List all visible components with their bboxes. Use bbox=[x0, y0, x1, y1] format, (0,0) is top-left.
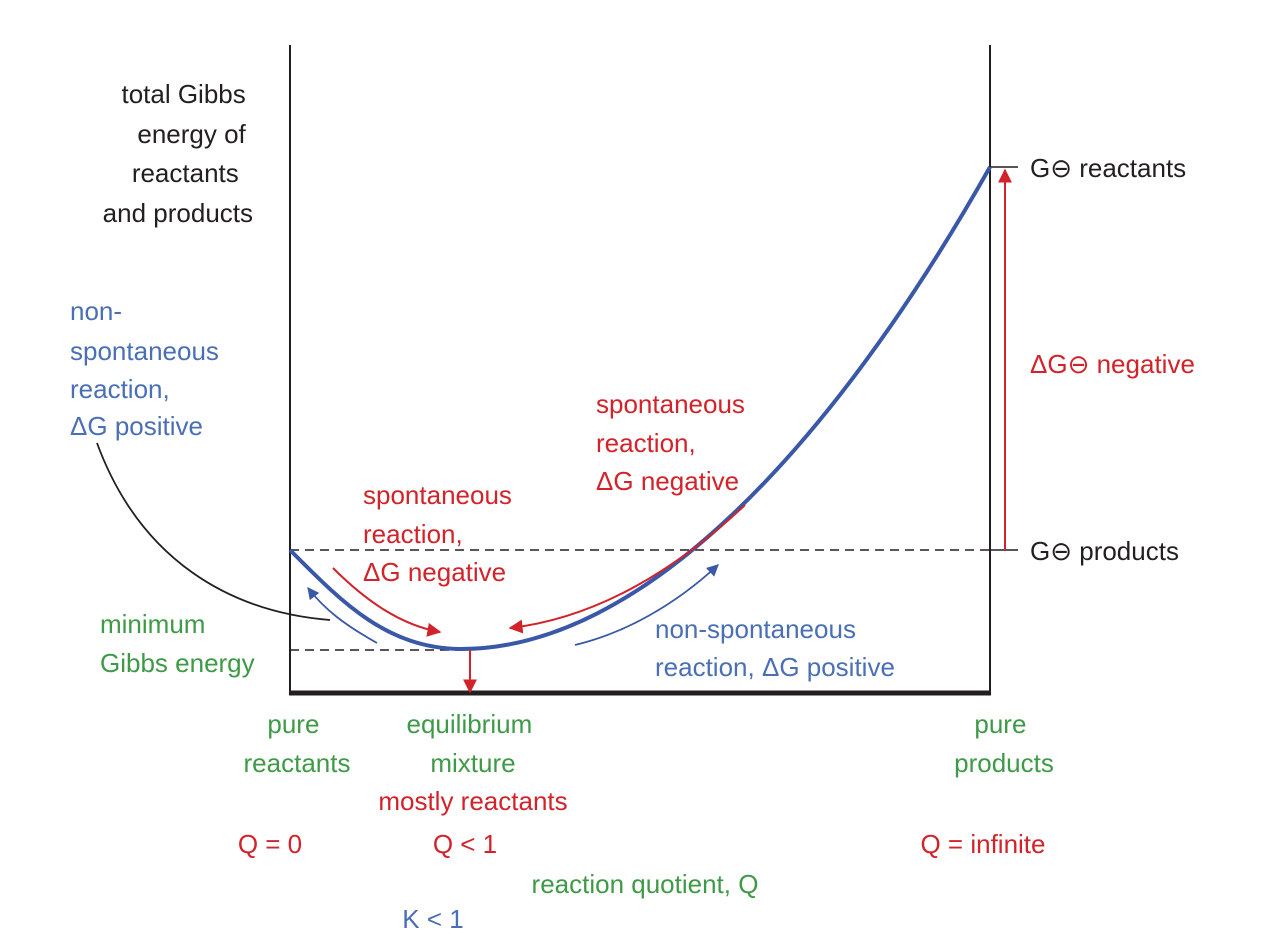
non-spontaneous-right-label: non-spontaneous reaction, ΔG positive bbox=[655, 614, 895, 682]
non-spontaneous-right-arrow bbox=[574, 564, 719, 646]
q-zero-label: Q = 0 bbox=[238, 829, 302, 859]
gibbs-energy-curve bbox=[288, 166, 992, 652]
q-less-one-label: Q < 1 bbox=[433, 829, 497, 859]
delta-g-standard-label: ΔG⊖ negative bbox=[1030, 349, 1195, 379]
pure-reactants-label: pure reactants bbox=[244, 709, 351, 778]
y-axis-label: total Gibbs energy of reactants and prod… bbox=[103, 79, 253, 228]
x-axis-label: reaction quotient, Q bbox=[532, 869, 759, 899]
spontaneous-right-label: spontaneous reaction, ΔG negative bbox=[596, 389, 752, 496]
spontaneous-left-label: spontaneous reaction, ΔG negative bbox=[363, 480, 519, 587]
minimum-gibbs-label: minimum Gibbs energy bbox=[100, 609, 255, 678]
q-infinite-label: Q = infinite bbox=[920, 829, 1045, 859]
equilibrium-mixture-label: equilibrium mixture bbox=[407, 709, 540, 778]
leader-line bbox=[96, 442, 331, 621]
g-products-label: G⊖ products bbox=[1030, 536, 1179, 566]
spontaneous-right-arrow bbox=[508, 504, 746, 634]
k-less-one-label: K < 1 bbox=[402, 904, 463, 934]
spontaneous-left-arrow bbox=[332, 567, 442, 637]
non-spontaneous-left-arrow bbox=[307, 587, 378, 644]
left-non-spontaneous-label: non- spontaneous reaction, ΔG positive bbox=[70, 296, 226, 441]
pure-products-label: pure products bbox=[954, 709, 1054, 778]
mostly-reactants-label: mostly reactants bbox=[378, 786, 567, 816]
g-reactants-label: G⊖ reactants bbox=[1030, 153, 1186, 183]
